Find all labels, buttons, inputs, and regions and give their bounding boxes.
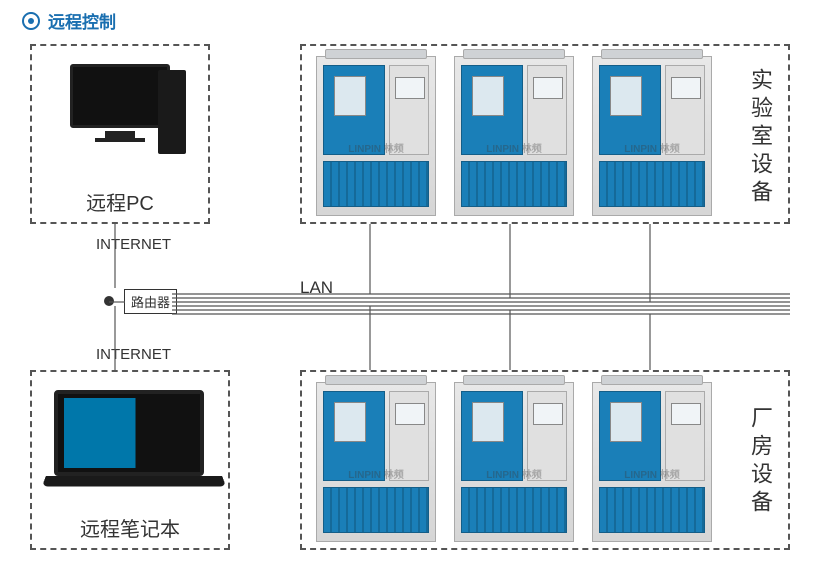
target-icon	[22, 12, 40, 30]
chamber-unit: LINPIN 林频	[592, 56, 712, 216]
remote-pc-label: 远程PC	[32, 187, 208, 216]
desktop-pc-illustration	[50, 64, 190, 174]
factory-chambers: LINPIN 林频 LINPIN 林频 LINPIN 林频	[316, 382, 712, 542]
chamber-unit: LINPIN 林频	[454, 382, 574, 542]
lab-equipment-label: 实验室设备	[744, 68, 776, 208]
chamber-unit: LINPIN 林频	[454, 56, 574, 216]
lab-equipment-box: LINPIN 林频 LINPIN 林频 LINPIN 林频 实验室设备	[300, 44, 790, 224]
remote-pc-box: 远程PC	[30, 44, 210, 224]
internet-label-top: INTERNET	[96, 236, 171, 253]
lan-label: LAN	[300, 278, 333, 298]
factory-equipment-label: 厂房设备	[744, 406, 776, 518]
router-label: 路由器	[124, 289, 177, 314]
remote-laptop-box: 远程笔记本	[30, 370, 230, 550]
monitor-icon	[70, 64, 170, 128]
pc-tower-icon	[158, 70, 186, 154]
remote-laptop-label: 远程笔记本	[32, 513, 228, 542]
header: 远程控制	[22, 8, 116, 33]
chamber-unit: LINPIN 林频	[316, 382, 436, 542]
laptop-illustration	[44, 390, 214, 500]
lab-chambers: LINPIN 林频 LINPIN 林频 LINPIN 林频	[316, 56, 712, 216]
chamber-unit: LINPIN 林频	[316, 56, 436, 216]
factory-equipment-box: LINPIN 林频 LINPIN 林频 LINPIN 林频 厂房设备	[300, 370, 790, 550]
laptop-screen-icon	[54, 390, 204, 476]
page-title: 远程控制	[48, 8, 116, 33]
network-node-icon	[104, 296, 114, 306]
chamber-unit: LINPIN 林频	[592, 382, 712, 542]
internet-label-bottom: INTERNET	[96, 346, 171, 363]
